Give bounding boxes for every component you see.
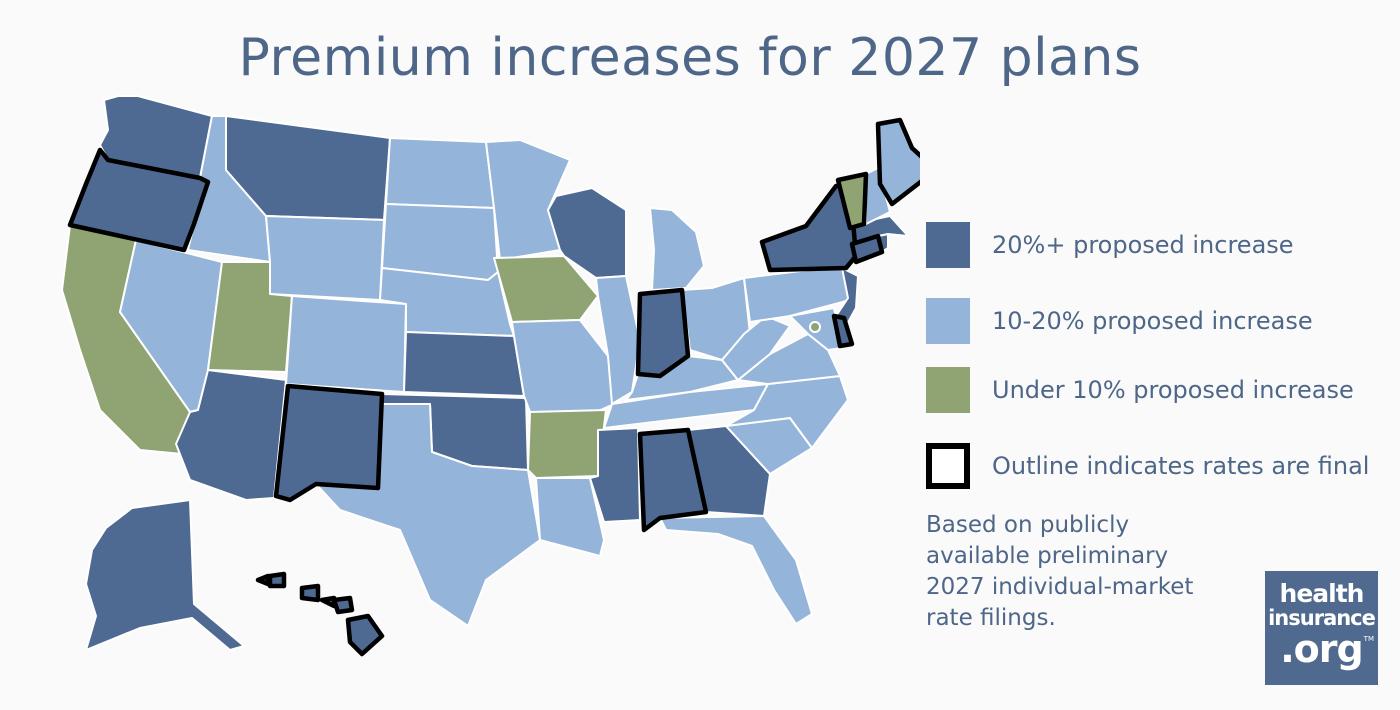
state-SD [381, 203, 499, 281]
state-CO [285, 295, 407, 393]
legend-swatch-low [926, 367, 970, 413]
state-KS [403, 331, 525, 397]
state-AK [85, 499, 245, 651]
state-ME [875, 117, 920, 207]
state-AZ [175, 369, 287, 501]
state-DC [809, 321, 821, 333]
logo-line-3: .org [1280, 627, 1363, 671]
state-ND [385, 137, 495, 209]
state-HI-5 [331, 595, 355, 615]
legend-item-low: Under 10% proposed increase [926, 367, 1354, 413]
legend-item-high: 20%+ proposed increase [926, 222, 1294, 268]
state-LA [535, 477, 605, 557]
state-FL [659, 515, 813, 625]
legend-swatch-mid [926, 298, 970, 344]
state-OR [67, 147, 211, 253]
state-MO [511, 319, 615, 413]
note-line: 2027 individual-market [926, 574, 1194, 600]
state-IA [493, 255, 599, 323]
state-VT [835, 171, 869, 231]
logo-line-1: health [1279, 579, 1365, 608]
state-HI-6 [345, 613, 385, 657]
legend-label-final: Outline indicates rates are final [992, 452, 1370, 480]
state-MI [649, 207, 705, 291]
state-TX [315, 403, 541, 627]
source-note: Based on publicly available preliminary … [926, 510, 1226, 634]
state-HI-2 [267, 571, 287, 589]
note-line: rate filings. [926, 605, 1056, 631]
state-HI-3 [299, 583, 321, 603]
note-line: available preliminary [926, 543, 1169, 569]
state-IN [635, 287, 691, 379]
logo-trademark: TM [1363, 635, 1374, 643]
note-line: Based on publicly [926, 512, 1130, 538]
legend-item-final: Outline indicates rates are final [926, 443, 1369, 489]
state-NM [273, 383, 385, 503]
us-map [61, 95, 920, 657]
legend-label-high: 20%+ proposed increase [992, 231, 1294, 259]
state-AL [637, 427, 709, 533]
healthinsurance-logo: health insurance .org TM [1265, 571, 1378, 685]
state-MS [589, 427, 641, 523]
state-AR [527, 409, 607, 479]
legend-label-mid: 10-20% proposed increase [992, 307, 1313, 335]
state-CT [849, 233, 885, 265]
state-DE [831, 313, 855, 349]
state-HI-1 [255, 573, 271, 587]
page-title: Premium increases for 2027 plans [238, 28, 1142, 88]
state-WY [265, 215, 385, 301]
legend-item-mid: 10-20% proposed increase [926, 298, 1313, 344]
state-IL [595, 275, 641, 405]
logo-line-2: insurance [1268, 606, 1376, 630]
legend-swatch-final [926, 443, 970, 489]
legend-swatch-high [926, 222, 970, 268]
legend-label-low: Under 10% proposed increase [992, 376, 1354, 404]
